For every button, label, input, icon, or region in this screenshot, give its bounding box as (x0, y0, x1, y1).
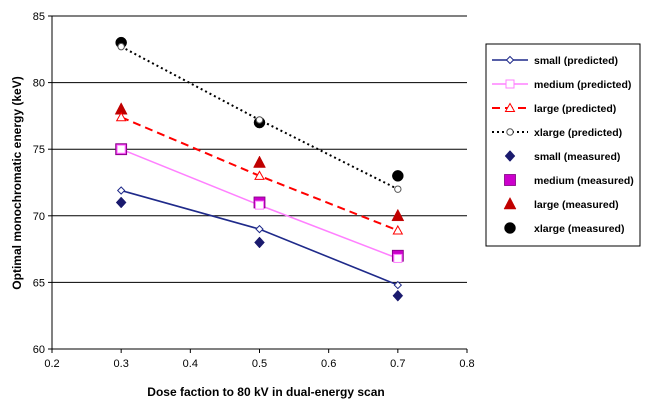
legend-entry-1: medium (predicted) (492, 79, 631, 91)
y-tick-label-1: 65 (33, 277, 45, 289)
point-0-1 (255, 224, 264, 234)
point-7-2 (392, 170, 404, 182)
legend-label-4: small (measured) (534, 151, 620, 163)
legend-entry-2: large (predicted) (492, 102, 616, 115)
point-1-2 (393, 253, 403, 263)
series-markers-0 (116, 186, 403, 290)
legend-marker-5 (504, 174, 516, 186)
y-tick-label-4: 80 (33, 78, 45, 90)
legend-marker-6 (503, 196, 517, 210)
point-4-2 (392, 289, 404, 302)
axis-layer: 60 65 70 75 80 85 0.2 0.3 0.4 0.5 0.6 0.7 0.8 (33, 11, 475, 370)
legend-box (485, 43, 641, 247)
legend-label-6: large (measured) (534, 199, 619, 211)
point-6-2 (391, 208, 405, 222)
point-4-1 (254, 236, 265, 249)
legend-marker-0 (505, 55, 515, 65)
x-tick-label-2: 0.4 (183, 358, 198, 370)
legend-label-1: medium (predicted) (534, 79, 631, 91)
legend-marker-4 (504, 150, 516, 162)
point-6-1 (253, 155, 266, 168)
x-tick-label-0: 0.2 (44, 358, 59, 370)
legend-entry-5: medium (measured) (504, 174, 634, 187)
series-4 (115, 196, 404, 302)
series-6 (114, 102, 405, 222)
legend-label-5: medium (measured) (534, 175, 634, 187)
point-0-0 (116, 186, 126, 195)
legend-entry-4: small (measured) (504, 150, 620, 163)
legend-label-7: xlarge (measured) (534, 223, 624, 235)
point-3-1 (255, 116, 264, 124)
series-markers-2 (115, 111, 404, 235)
x-tick-label-3: 0.5 (252, 358, 267, 370)
point-1-1 (255, 200, 264, 210)
point-3-2 (394, 185, 402, 193)
legend-marker-1 (505, 79, 515, 89)
x-axis-title: Dose faction to 80 kV in dual-energy sca… (147, 385, 384, 399)
legend-entry-3: xlarge (predicted) (492, 127, 622, 139)
legend-label-3: xlarge (predicted) (534, 127, 622, 139)
y-tick-label-3: 75 (33, 144, 45, 156)
point-2-0 (115, 111, 127, 122)
legend-marker-3 (506, 128, 514, 136)
legend-entry-6: large (measured) (503, 196, 619, 211)
legend: small (predicted) medium (predicted) large… (485, 43, 641, 247)
point-4-0 (115, 196, 127, 209)
legend-entry-0: small (predicted) (492, 55, 618, 67)
x-tick-label-1: 0.3 (114, 358, 129, 370)
series-layer (114, 36, 405, 302)
x-tick-label-6: 0.8 (459, 358, 474, 370)
y-axis-title: Optimal monochromatic energy (keV) (10, 76, 24, 289)
legend-marker-7 (504, 222, 516, 234)
series-markers-1 (116, 144, 403, 263)
point-0-2 (393, 280, 403, 290)
y-tick-label-2: 70 (33, 211, 45, 223)
legend-label-0: small (predicted) (534, 55, 618, 67)
point-1-0 (116, 144, 126, 154)
legend-marker-2 (504, 102, 516, 112)
y-tick-label-5: 85 (33, 11, 45, 23)
point-2-1 (254, 170, 265, 180)
point-2-2 (392, 224, 404, 235)
point-3-0 (117, 42, 125, 51)
x-tick-label-4: 0.6 (321, 358, 336, 370)
x-tick-label-5: 0.7 (390, 358, 405, 370)
y-tick-label-0: 60 (33, 344, 45, 356)
series-markers-3 (117, 42, 402, 193)
legend-entry-7: xlarge (measured) (504, 222, 624, 235)
legend-label-2: large (predicted) (534, 103, 616, 115)
